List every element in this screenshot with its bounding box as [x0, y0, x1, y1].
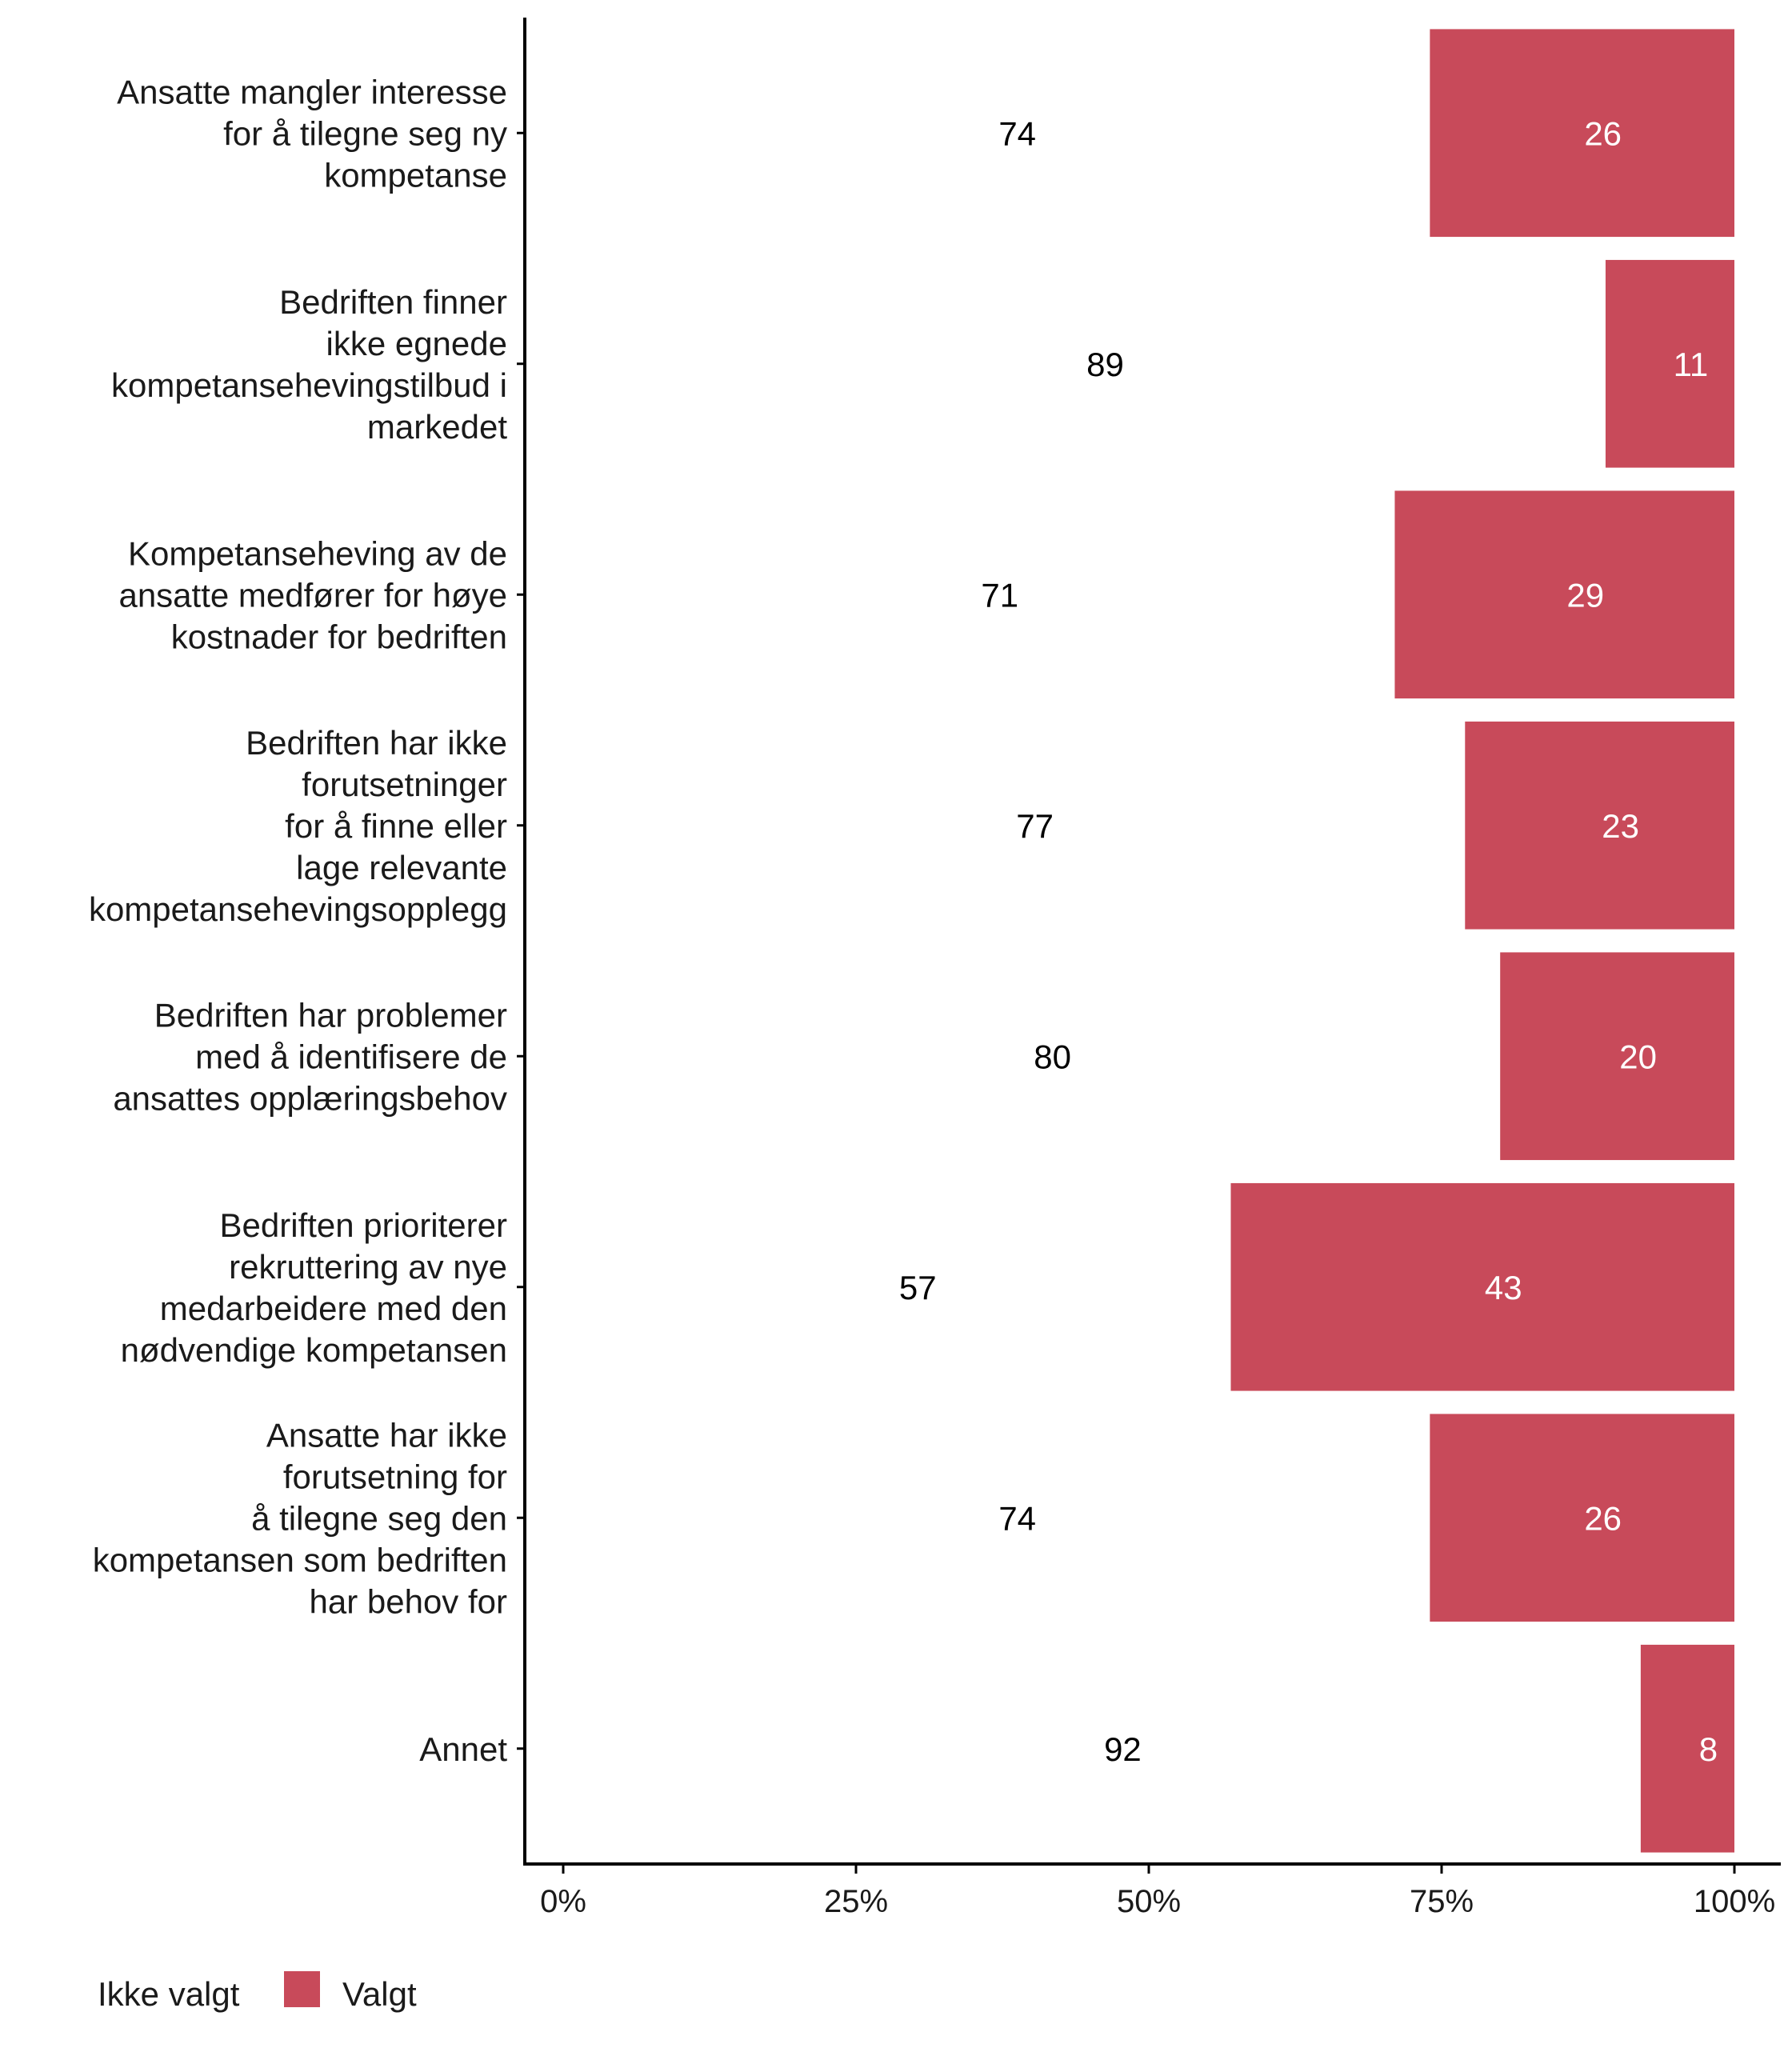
category-labels: Ansatte mangler interesse for å tilegne s… — [89, 73, 525, 1768]
legend-key-valgt — [284, 1971, 320, 2007]
category-label: kompetansehevingsopplegg — [89, 890, 507, 928]
category-label: ansattes opplæringsbehov — [113, 1079, 507, 1117]
category-label: med å identifisere de — [195, 1038, 507, 1075]
bar-ikke-valgt — [563, 29, 1430, 238]
data-label: 8 — [1699, 1730, 1718, 1768]
x-tick-label: 0% — [540, 1884, 586, 1919]
data-label: 92 — [1104, 1730, 1142, 1768]
x-tick-label: 25% — [824, 1884, 888, 1919]
bar-valgt — [1640, 1644, 1734, 1853]
bar-ikke-valgt — [563, 259, 1606, 468]
data-label: 26 — [1584, 1499, 1622, 1537]
data-label: 74 — [998, 114, 1036, 152]
category-label: Bedriften har problemer — [154, 996, 507, 1034]
category-label: kompetansehevingstilbud i — [111, 366, 507, 404]
data-label: 80 — [1034, 1038, 1071, 1075]
bar-ikke-valgt — [563, 1644, 1641, 1853]
category-label: nødvendige kompetansen — [121, 1331, 507, 1369]
category-label: for å tilegne seg ny — [223, 114, 507, 152]
data-label: 57 — [899, 1269, 937, 1306]
category-label: kompetanse — [324, 156, 507, 194]
x-tick-label: 50% — [1117, 1884, 1181, 1919]
bars-layer: 74 26 89 11 71 29 77 23 80 20 57 43 74 26 92 8 — [563, 29, 1734, 1853]
data-label: 89 — [1086, 346, 1124, 383]
category-label: markedet — [367, 408, 507, 446]
category-label: Ansatte mangler interesse — [117, 73, 507, 110]
bar-valgt — [1430, 29, 1734, 238]
bar-valgt — [1430, 1414, 1734, 1622]
data-label: 43 — [1485, 1269, 1522, 1306]
bar-valgt — [1605, 259, 1734, 468]
x-tick-label: 75% — [1410, 1884, 1474, 1919]
category-label: ikke egnede — [326, 325, 507, 362]
category-label: å tilegne seg den — [251, 1499, 507, 1537]
category-label: Bedriften har ikke — [246, 724, 507, 762]
bar-valgt — [1394, 490, 1734, 699]
bar-valgt — [1500, 952, 1734, 1161]
data-label: 11 — [1674, 346, 1709, 383]
bar-ikke-valgt — [563, 721, 1466, 930]
bar-ikke-valgt — [563, 1414, 1430, 1622]
data-label: 74 — [998, 1499, 1036, 1537]
bar-ikke-valgt — [563, 490, 1395, 699]
bar-ikke-valgt — [563, 1182, 1231, 1391]
data-label: 26 — [1584, 114, 1622, 152]
category-label: kompetansen som bedriften — [93, 1541, 507, 1578]
legend-label-valgt: Valgt — [342, 1975, 417, 2013]
bar-ikke-valgt — [563, 952, 1501, 1161]
category-label: Annet — [419, 1730, 507, 1768]
category-label: ansatte medfører for høye — [118, 576, 507, 614]
category-label: Bedriften prioriterer — [220, 1206, 507, 1244]
category-label: kostnader for bedriften — [171, 618, 507, 655]
category-label: forutsetninger — [302, 766, 507, 803]
category-label: Bedriften finner — [279, 283, 507, 321]
category-label: for å finne eller — [285, 807, 507, 845]
x-tick-label: 100% — [1694, 1884, 1775, 1919]
category-label: medarbeidere med den — [160, 1290, 507, 1327]
category-label: Ansatte har ikke — [266, 1416, 507, 1454]
data-label: 20 — [1619, 1038, 1657, 1075]
category-label: Kompetanseheving av de — [128, 534, 507, 572]
category-label: lage relevante — [296, 849, 507, 886]
legend: Ikke valgt Valgt — [98, 1971, 417, 2013]
data-label: 77 — [1016, 807, 1054, 845]
category-label: har behov for — [310, 1582, 508, 1620]
data-label: 29 — [1566, 576, 1604, 614]
data-label: 23 — [1602, 807, 1639, 845]
category-label: forutsetning for — [283, 1458, 507, 1495]
legend-label-ikke-valgt: Ikke valgt — [98, 1975, 240, 2013]
x-axis-ticks: 0% 25% 50% 75% 100% — [540, 1866, 1775, 1919]
bar-valgt — [1230, 1182, 1734, 1391]
bar-valgt — [1465, 721, 1734, 930]
data-label: 71 — [981, 576, 1018, 614]
category-label: rekruttering av nye — [229, 1248, 507, 1286]
